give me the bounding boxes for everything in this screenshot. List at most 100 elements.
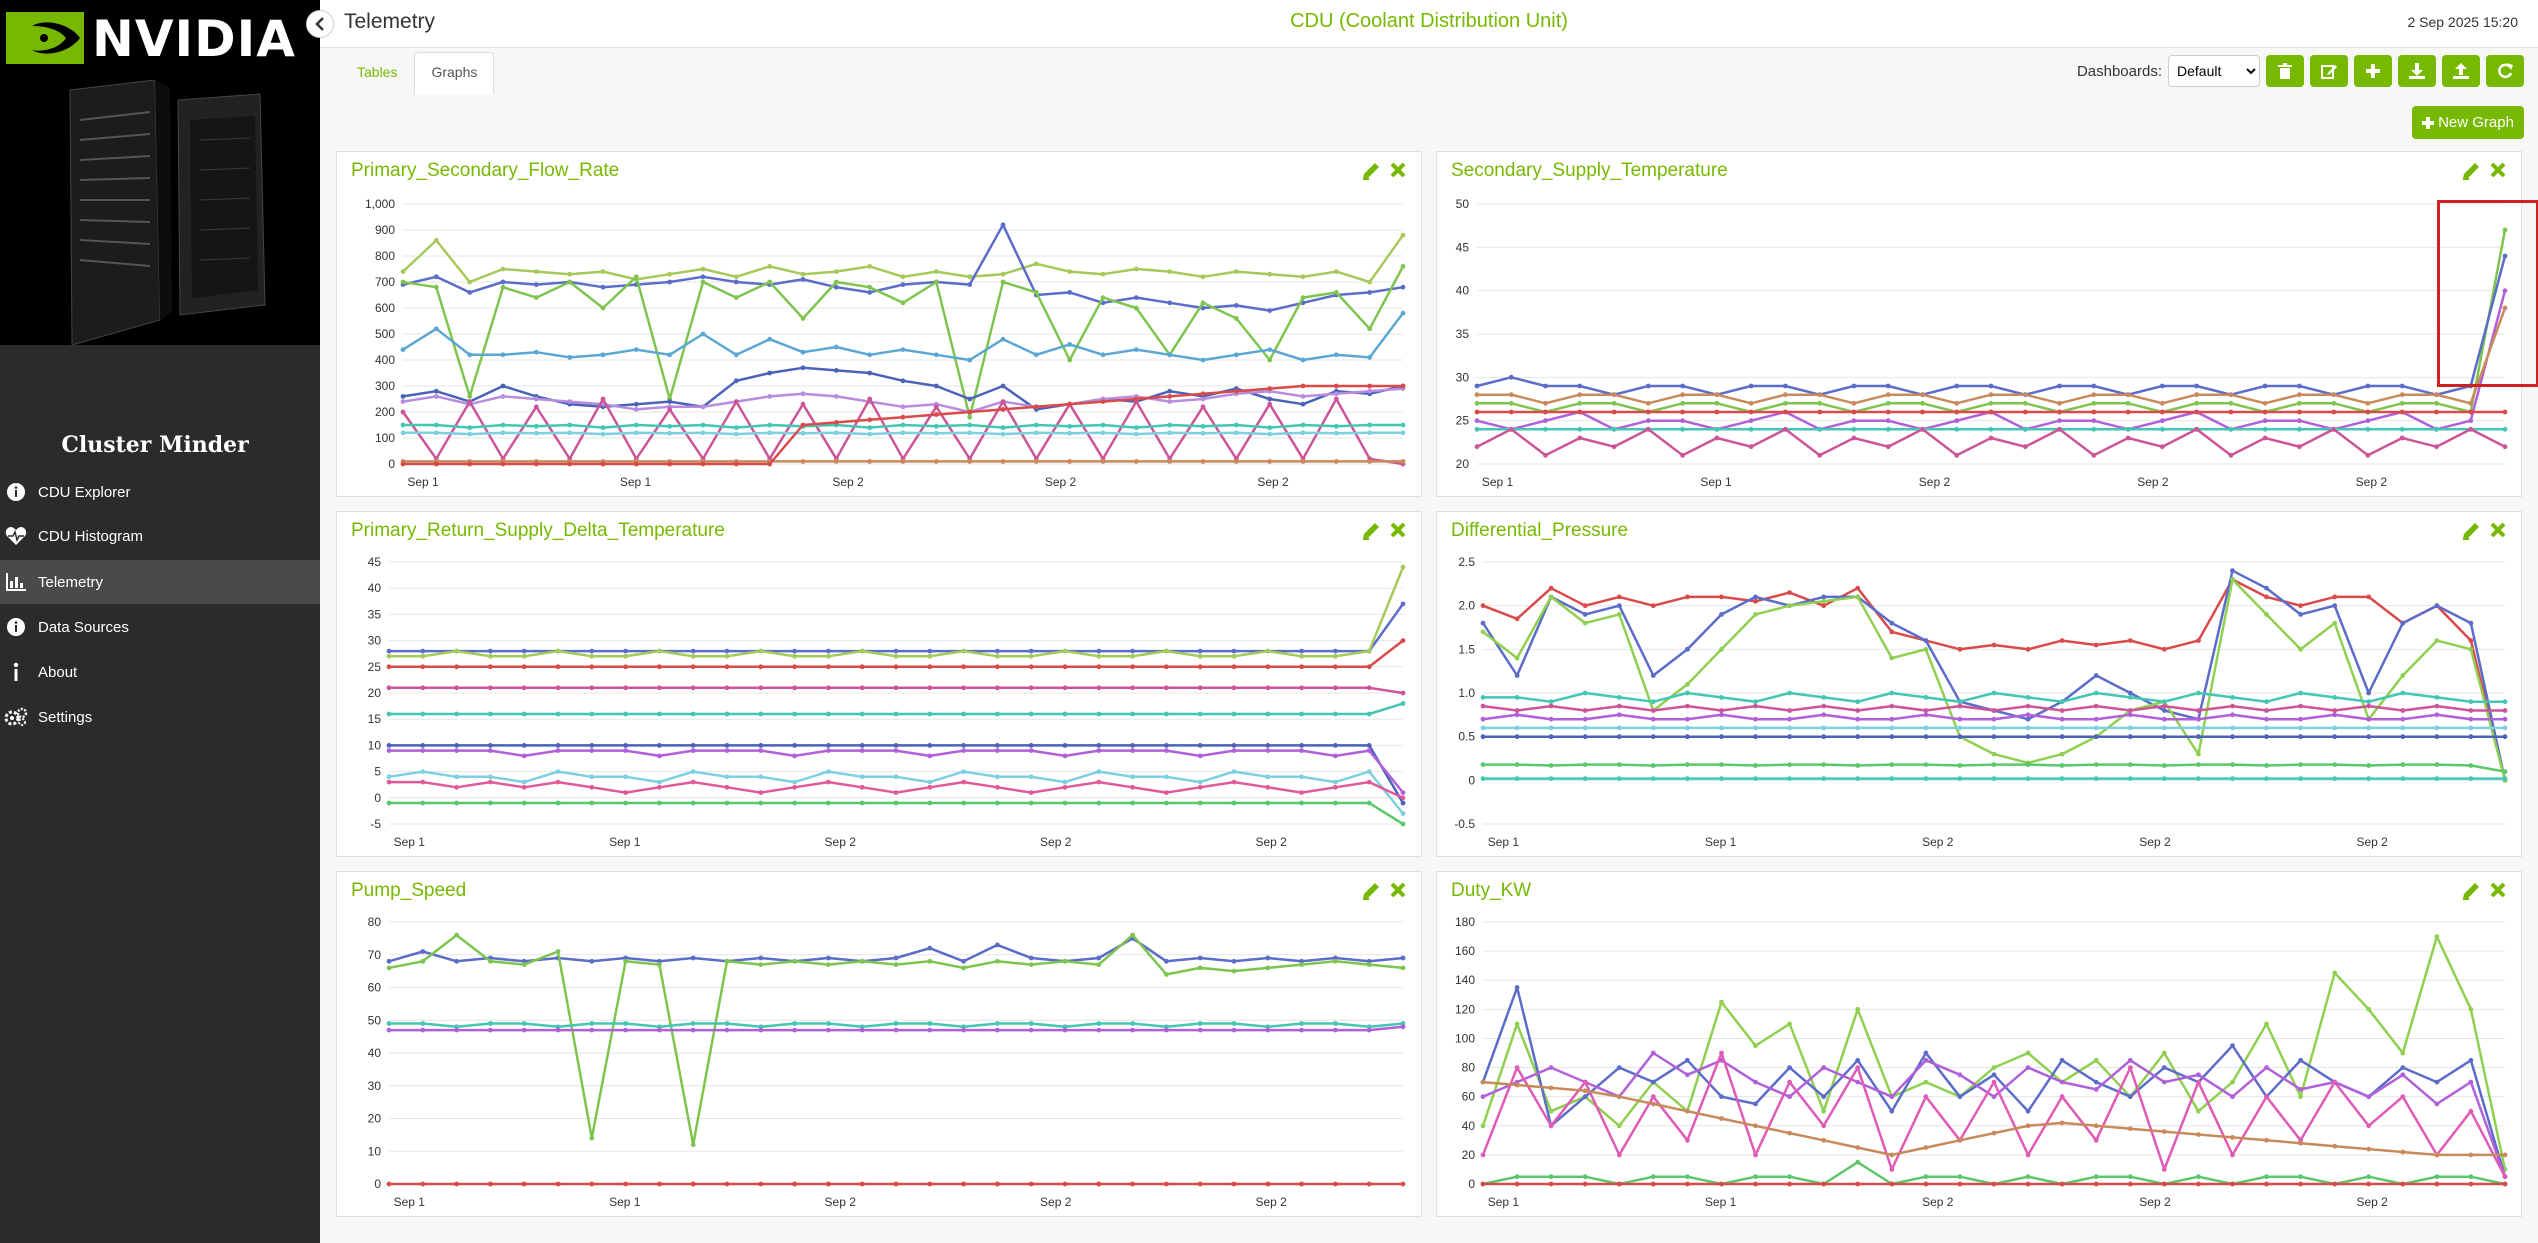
data-point (1543, 452, 1548, 458)
data-point (521, 653, 527, 659)
edit-graph-button[interactable] (1361, 521, 1381, 541)
data-point (667, 279, 673, 285)
data-point (893, 653, 899, 659)
data-point (2127, 712, 2133, 718)
remove-graph-button[interactable] (1389, 161, 1409, 181)
edit-graph-button[interactable] (1361, 881, 1381, 901)
data-point (2194, 383, 2199, 389)
data-point (589, 784, 595, 790)
data-point (800, 277, 806, 282)
data-point (758, 955, 764, 961)
remove-graph-button[interactable] (2489, 161, 2509, 181)
edit-graph-button[interactable] (2461, 161, 2481, 181)
data-point (2093, 673, 2099, 678)
edit-graph-button[interactable] (1361, 161, 1381, 181)
collapse-sidebar-button[interactable] (306, 10, 334, 38)
data-point (1400, 1024, 1406, 1030)
x-tick-label: Sep 2 (2139, 835, 2171, 849)
data-point (1197, 1027, 1203, 1033)
data-point (2400, 734, 2406, 740)
data-point (2468, 646, 2474, 652)
data-point (657, 711, 662, 717)
data-point (1787, 1130, 1792, 1136)
data-point (500, 266, 506, 272)
data-point (1474, 444, 1480, 450)
sidebar-item-settings[interactable]: Settings (0, 695, 320, 739)
upload-dashboard-button[interactable] (2442, 55, 2480, 87)
sidebar-item-cdu-explorer[interactable]: CDU Explorer (0, 470, 320, 514)
sidebar-item-label: Settings (38, 708, 93, 726)
data-point (1197, 753, 1203, 759)
data-point (1680, 418, 1685, 424)
data-point (1543, 409, 1548, 415)
data-point (826, 748, 831, 753)
edit-dashboard-button[interactable] (2310, 55, 2348, 87)
data-point (995, 664, 1000, 670)
data-point (1033, 352, 1039, 358)
data-point (2127, 1094, 2133, 1100)
data-point (2400, 725, 2406, 731)
data-point (1300, 430, 1306, 436)
data-point (567, 430, 573, 436)
x-tick-label: Sep 1 (1705, 1195, 1737, 1209)
data-point (1855, 716, 1861, 722)
data-point (1923, 762, 1929, 767)
data-point (500, 383, 506, 389)
tab-graphs[interactable]: Graphs (414, 52, 495, 94)
data-point (400, 422, 406, 428)
pencil-icon (2463, 523, 2479, 540)
data-point (2059, 716, 2065, 722)
data-point (1197, 648, 1203, 654)
data-point (589, 1021, 595, 1026)
remove-graph-button[interactable] (2489, 881, 2509, 901)
data-point (1164, 800, 1169, 806)
data-point (1577, 409, 1583, 415)
data-point (667, 461, 673, 467)
tab-tables[interactable]: Tables (357, 64, 398, 80)
data-point (1400, 310, 1406, 316)
sidebar-item-data-sources[interactable]: Data Sources (0, 605, 320, 649)
sidebar-item-cdu-histogram[interactable]: CDU Histogram (0, 514, 320, 558)
series-line (1482, 578, 2507, 781)
data-point (1480, 620, 1486, 626)
data-point (826, 685, 831, 691)
remove-graph-button[interactable] (1389, 881, 1409, 901)
data-point (2468, 400, 2474, 406)
data-point (1650, 776, 1656, 781)
download-dashboard-button[interactable] (2398, 55, 2436, 87)
remove-graph-button[interactable] (2489, 521, 2509, 541)
data-point (758, 685, 764, 691)
data-point (555, 800, 561, 806)
sidebar-item-about[interactable]: About (0, 650, 320, 694)
edit-graph-button[interactable] (2461, 881, 2481, 901)
refresh-dashboard-button[interactable] (2486, 55, 2524, 87)
new-graph-button[interactable]: New Graph (2412, 106, 2524, 139)
data-point (454, 711, 459, 717)
data-point (1096, 743, 1102, 748)
close-icon (1390, 522, 1406, 538)
data-point (2400, 708, 2406, 713)
sidebar-item-telemetry[interactable]: Telemetry (0, 560, 320, 604)
remove-graph-button[interactable] (1389, 521, 1409, 541)
data-point (1028, 800, 1034, 806)
data-point (2434, 444, 2439, 450)
data-point (2434, 734, 2440, 740)
data-point (995, 1027, 1000, 1033)
data-point (1616, 712, 1622, 718)
delete-dashboard-button[interactable] (2266, 55, 2304, 87)
data-point (1719, 1116, 1724, 1121)
data-point (2264, 776, 2269, 781)
data-point (1753, 725, 1758, 731)
data-point (2161, 1050, 2167, 1056)
data-point (2264, 708, 2269, 713)
edit-graph-button[interactable] (2461, 521, 2481, 541)
add-dashboard-button[interactable] (2354, 55, 2392, 87)
data-point (1480, 762, 1486, 767)
data-point (1787, 725, 1792, 731)
dashboard-select[interactable]: Default (2168, 55, 2260, 87)
data-point (386, 664, 392, 670)
data-point (2297, 400, 2302, 406)
data-point (1400, 383, 1406, 389)
data-point (1367, 326, 1373, 332)
data-point (1265, 800, 1271, 806)
